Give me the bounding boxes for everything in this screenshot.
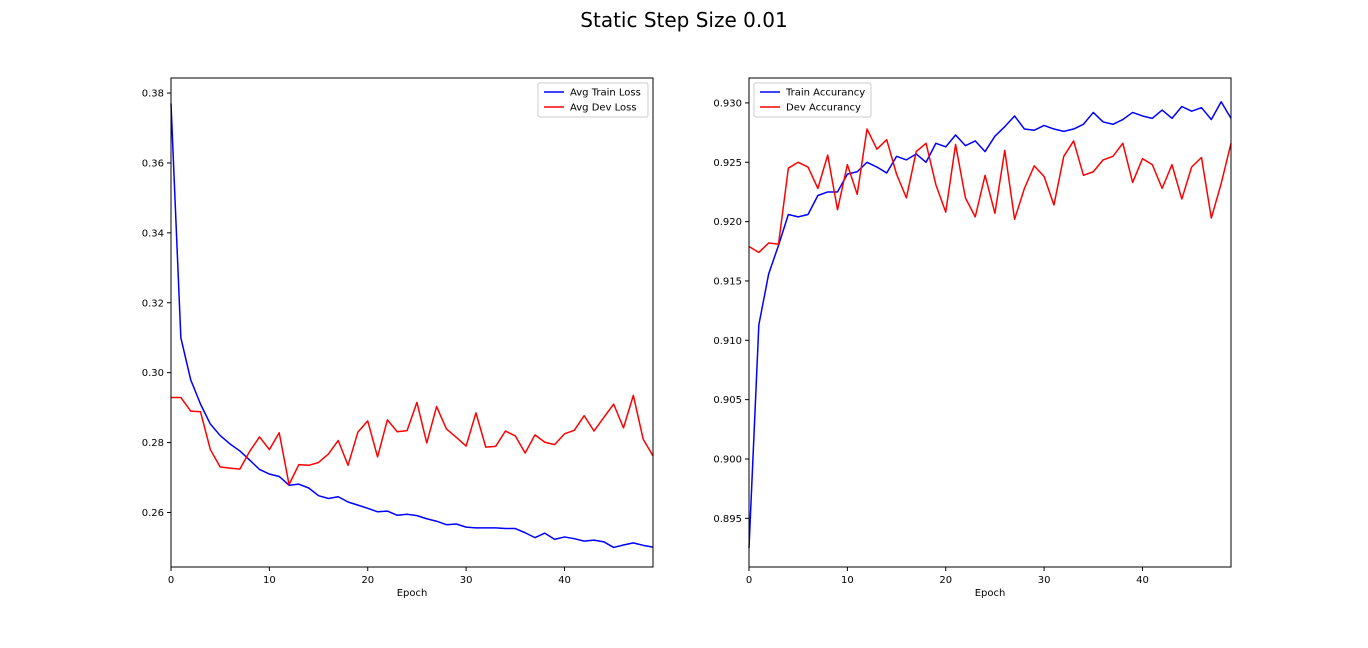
legend-label-1: Train Accurancy: [785, 88, 865, 99]
y-tick-label: 0.895: [713, 514, 742, 525]
figure-title: Static Step Size 0.01: [580, 8, 788, 32]
legend-label-2: Avg Dev Loss: [570, 103, 637, 114]
legend-label-1: Avg Train Loss: [570, 88, 641, 99]
y-tick-label: 0.36: [142, 158, 164, 169]
x-axis-label: Epoch: [975, 588, 1006, 599]
plot-frame: [170, 77, 654, 568]
x-tick-label: 30: [460, 575, 473, 586]
legend-label-2: Dev Accurancy: [786, 103, 861, 114]
y-tick-label: 0.910: [713, 336, 742, 347]
y-tick-label: 0.38: [142, 89, 164, 100]
x-tick-label: 0: [168, 575, 174, 586]
x-tick-label: 20: [361, 575, 374, 586]
y-tick-label: 0.920: [713, 217, 742, 228]
y-tick-label: 0.930: [713, 98, 742, 109]
chart-panel-1: 0 10 20 30 40 0.26 0.28 0.30 0.32 0.34 0.36 0.38 Epo…: [142, 77, 654, 599]
x-tick-label: 10: [263, 575, 276, 586]
series-line-1: [748, 100, 1232, 549]
x-axis-label: Epoch: [397, 588, 428, 599]
y-tick-label: 0.26: [142, 508, 164, 519]
x-tick-label: 20: [939, 575, 952, 586]
legend-box: [753, 82, 872, 118]
y-tick-label: 0.900: [713, 454, 742, 465]
chart-panel-2: 0 10 20 30 40 0.895 0.900 0.905 0.910 0.915 0.920 0…: [713, 77, 1232, 599]
series-line-2: [171, 394, 654, 486]
legend: Avg Train Loss Avg Dev Loss: [537, 82, 649, 118]
y-tick-label: 0.28: [142, 438, 164, 449]
series-line-2: [748, 128, 1232, 254]
plot-frame: [748, 77, 1232, 568]
x-tick-label: 10: [841, 575, 854, 586]
y-tick-label: 0.32: [142, 298, 164, 309]
x-tick-label: 0: [746, 575, 752, 586]
x-tick-label: 40: [1136, 575, 1149, 586]
legend: Train Accurancy Dev Accurancy: [753, 82, 872, 118]
y-tick-label: 0.915: [713, 276, 742, 287]
y-tick-label: 0.925: [713, 158, 742, 169]
x-tick-label: 40: [558, 575, 571, 586]
y-tick-label: 0.30: [142, 368, 164, 379]
y-tick-label: 0.34: [142, 228, 164, 239]
series-line-1: [170, 103, 654, 549]
y-tick-label: 0.905: [713, 395, 742, 406]
x-tick-label: 30: [1038, 575, 1051, 586]
legend-box: [537, 82, 649, 118]
